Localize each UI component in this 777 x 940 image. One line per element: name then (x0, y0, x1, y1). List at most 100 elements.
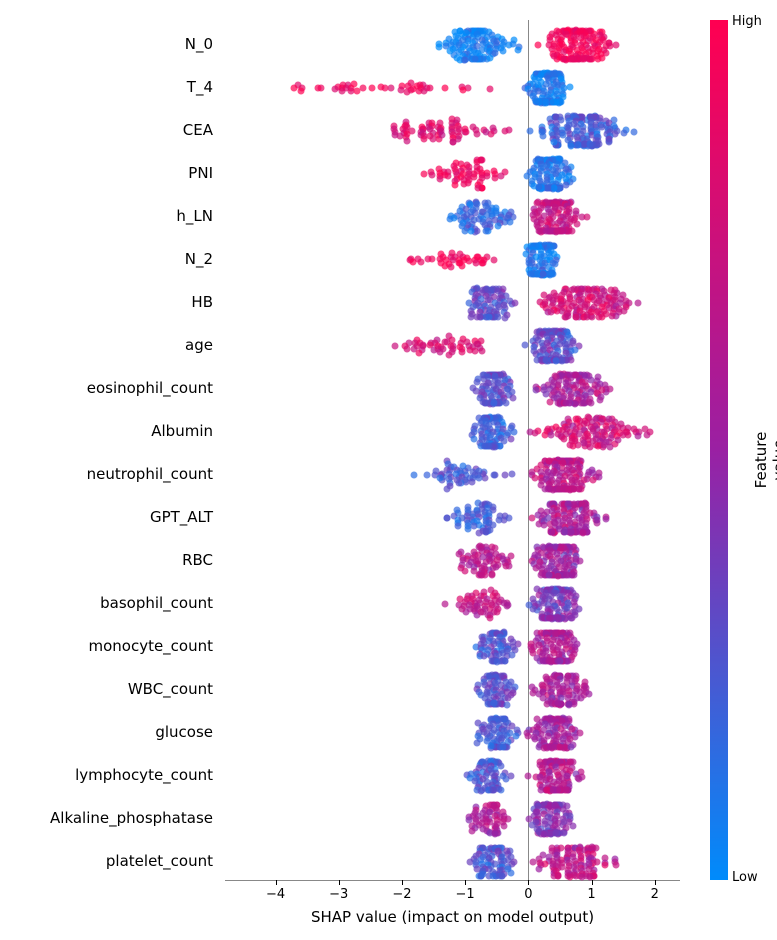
shap-dot (482, 227, 489, 234)
shap-dot (578, 873, 585, 880)
shap-dot (539, 133, 546, 140)
shap-dot (501, 822, 508, 829)
shap-dot (525, 733, 532, 740)
shap-dot (529, 650, 536, 657)
x-tick-label: −4 (266, 887, 286, 902)
shap-dot (567, 743, 574, 750)
shap-dot (507, 435, 514, 442)
shap-dot (420, 171, 427, 178)
shap-dot (559, 863, 566, 870)
shap-dot (580, 529, 587, 536)
shap-dot (479, 260, 486, 267)
shap-dot (489, 872, 496, 879)
shap-dot (331, 86, 338, 93)
shap-dot (555, 658, 562, 665)
shap-dot (607, 43, 614, 50)
shap-dot (441, 600, 448, 607)
shap-dot (503, 602, 510, 609)
shap-dot (491, 700, 498, 707)
shap-dot (503, 562, 510, 569)
shap-dot (556, 526, 563, 533)
feature-label: age (0, 336, 213, 354)
shap-dot (501, 471, 508, 478)
shap-dot (404, 89, 411, 96)
shap-dot (603, 516, 610, 523)
shap-dot (315, 85, 322, 92)
shap-dot (559, 132, 566, 139)
shap-dot (486, 443, 493, 450)
shap-dot (426, 85, 433, 92)
shap-dot (555, 700, 562, 707)
shap-dot (480, 653, 487, 660)
shap-dot (455, 480, 462, 487)
shap-dot (461, 567, 468, 574)
shap-dot (527, 128, 534, 135)
shap-dot (501, 314, 508, 321)
x-tick (465, 880, 466, 885)
shap-dot (474, 739, 481, 746)
shap-dot (571, 571, 578, 578)
shap-dot (510, 689, 517, 696)
shap-dot (437, 475, 444, 482)
shap-dot (552, 830, 559, 837)
shap-dot (503, 701, 510, 708)
shap-dot (569, 822, 576, 829)
x-tick-label: 0 (518, 887, 538, 902)
shap-dot (493, 658, 500, 665)
shap-dot (465, 526, 472, 533)
shap-dot (441, 263, 448, 270)
shap-dot (583, 213, 590, 220)
shap-dot (444, 514, 451, 521)
shap-dot (541, 830, 548, 837)
shap-dot (473, 131, 480, 138)
shap-dot (565, 400, 572, 407)
shap-dot (369, 84, 376, 91)
shap-dot (480, 871, 487, 878)
shap-dot (535, 41, 542, 48)
shap-dot (404, 346, 411, 353)
feature-label: h_LN (0, 207, 213, 225)
shap-dot (549, 99, 556, 106)
shap-dot (579, 55, 586, 62)
shap-dot (546, 398, 553, 405)
shap-dot (556, 485, 563, 492)
shap-dot (491, 174, 498, 181)
shap-dot (489, 787, 496, 794)
shap-dot (532, 387, 539, 394)
shap-dot (535, 691, 542, 698)
shap-summary-plot: −4−3−2−1012SHAP value (impact on model o… (0, 0, 777, 940)
shap-dot (531, 475, 538, 482)
shap-dot (525, 601, 532, 608)
shap-dot (499, 873, 506, 880)
shap-dot (603, 311, 610, 318)
feature-label: monocyte_count (0, 637, 213, 655)
shap-dot (506, 514, 513, 521)
feature-label: HB (0, 293, 213, 311)
shap-dot (420, 135, 427, 142)
shap-dot (563, 787, 570, 794)
shap-dot (561, 829, 568, 836)
shap-dot (559, 357, 566, 364)
shap-dot (455, 523, 462, 530)
shap-dot (428, 172, 435, 179)
feature-label: lymphocyte_count (0, 766, 213, 784)
shap-dot (483, 129, 490, 136)
shap-dot (568, 227, 575, 234)
x-tick-label: −3 (329, 887, 349, 902)
shap-dot (487, 743, 494, 750)
shap-dot (555, 873, 562, 880)
shap-dot (521, 342, 528, 349)
shap-dot (452, 181, 459, 188)
shap-dot (425, 256, 432, 263)
x-tick (276, 880, 277, 885)
shap-dot (468, 313, 475, 320)
shap-dot (566, 84, 573, 91)
feature-label: N_2 (0, 250, 213, 268)
feature-label: WBC_count (0, 680, 213, 698)
shap-dot (467, 227, 474, 234)
shap-dot (490, 257, 497, 264)
shap-dot (543, 99, 550, 106)
shap-dot (555, 572, 562, 579)
shap-dot (472, 348, 479, 355)
shap-dot (490, 472, 497, 479)
